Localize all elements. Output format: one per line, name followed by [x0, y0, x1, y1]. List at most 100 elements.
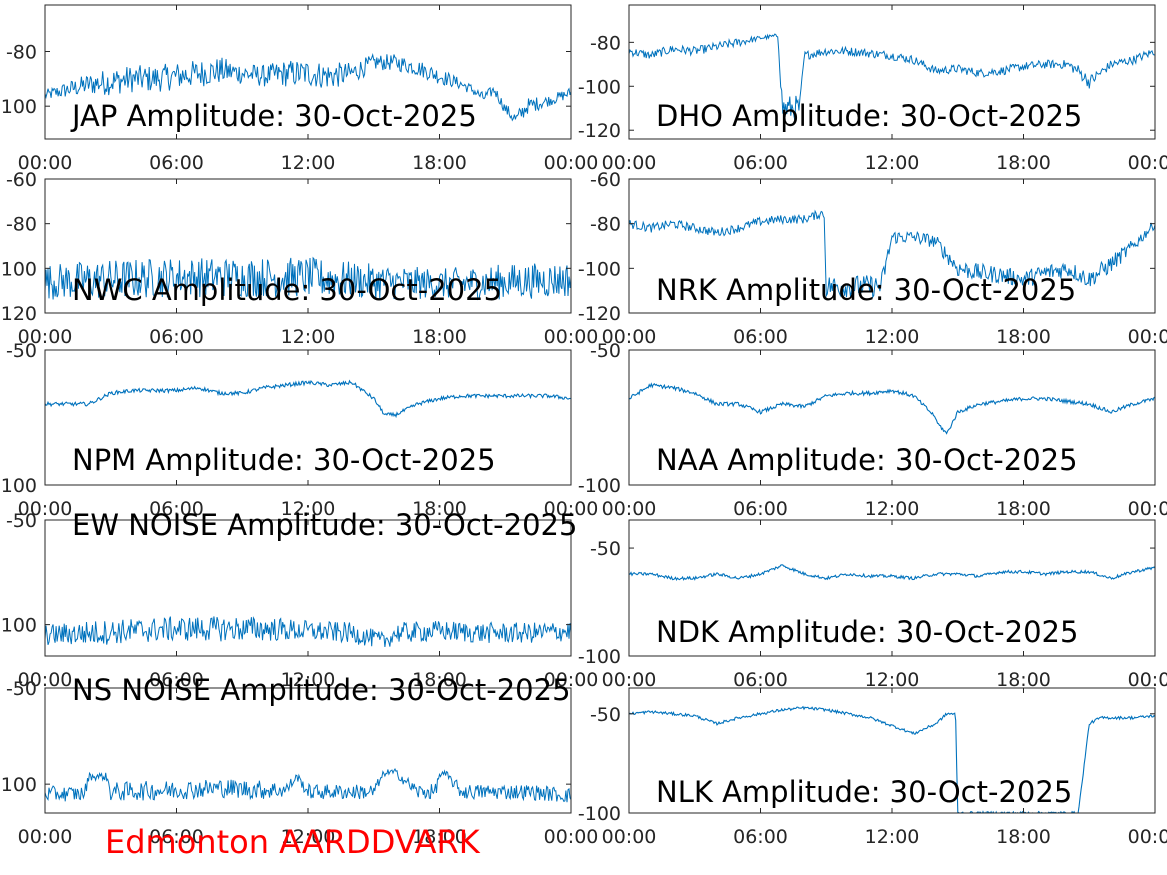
- y-tick-label: -100: [578, 475, 621, 497]
- x-tick-label: 12:00: [865, 326, 920, 348]
- x-tick-label: 12:00: [281, 826, 336, 848]
- y-tick-label: -120: [578, 303, 621, 325]
- x-tick-label: 06:00: [149, 498, 204, 520]
- y-tick-label: -60: [590, 169, 621, 191]
- y-tick-label: 100: [1, 258, 37, 280]
- x-tick-label: 12:00: [865, 498, 920, 520]
- x-tick-label: 00:00: [1128, 826, 1167, 848]
- chart-panel-5: 00:00 06:00 12:00 18:00 00:00 -50 -100 NAA Ampl…: [578, 340, 1167, 520]
- x-tick-label: 00:00: [18, 326, 73, 348]
- series-line: [629, 209, 1155, 299]
- chart-panel-4: 00:00 06:00 12:00 18:00 00:00 -50 100 NPM Ampli…: [1, 340, 599, 520]
- x-tick-label: 18:00: [412, 326, 467, 348]
- series-5-0: [629, 382, 1155, 435]
- chart-panel-0: 00:00 06:00 12:00 18:00 00:00 -80 100 JAP Ampli…: [1, 4, 599, 174]
- series-line: [45, 616, 571, 647]
- x-tick-label: 18:00: [412, 669, 467, 691]
- chart-title: NS NOISE Amplitude: 30-Oct-2025: [72, 673, 571, 707]
- x-tick-label: 18:00: [996, 498, 1051, 520]
- series-9-0: [629, 705, 1155, 813]
- x-tick-label: 00:00: [1128, 669, 1167, 691]
- y-tick-label: -100: [578, 803, 621, 825]
- x-tick-label: 00:00: [1128, 152, 1167, 174]
- y-tick-label: -100: [578, 76, 621, 98]
- chart-panel-6: 00:00 06:00 12:00 18:00 00:00 -50 100 EW NOISE …: [1, 508, 599, 691]
- x-tick-label: 00:00: [602, 826, 657, 848]
- series-3-0: [629, 209, 1155, 299]
- x-tick-label: 00:00: [602, 498, 657, 520]
- y-tick-label: 100: [1, 96, 37, 118]
- x-tick-label: 18:00: [996, 669, 1051, 691]
- chart-title: EW NOISE Amplitude: 30-Oct-2025: [72, 508, 577, 542]
- x-tick-label: 00:00: [18, 826, 73, 848]
- x-tick-label: 00:00: [18, 669, 73, 691]
- y-tick-label: -50: [590, 704, 621, 726]
- x-tick-label: 00:00: [1128, 498, 1167, 520]
- x-tick-label: 00:00: [544, 669, 599, 691]
- x-tick-label: 06:00: [149, 669, 204, 691]
- chart-panel-9: 00:00 06:00 12:00 18:00 00:00 -50 -100 NLK Ampl…: [578, 687, 1167, 848]
- chart-title: NPM Amplitude: 30-Oct-2025: [72, 443, 496, 477]
- x-tick-label: 00:00: [18, 498, 73, 520]
- series-line: [45, 256, 571, 301]
- chart-title: NAA Amplitude: 30-Oct-2025: [656, 443, 1078, 477]
- y-tick-label: -100: [578, 646, 621, 668]
- x-tick-label: 06:00: [149, 152, 204, 174]
- x-tick-label: 00:00: [18, 152, 73, 174]
- y-tick-label: 120: [1, 303, 37, 325]
- x-tick-label: 00:00: [602, 152, 657, 174]
- x-tick-label: 12:00: [865, 669, 920, 691]
- x-tick-label: 12:00: [281, 152, 336, 174]
- y-tick-label: 100: [1, 475, 37, 497]
- x-tick-label: 18:00: [996, 152, 1051, 174]
- chart-panel-3: 00:00 06:00 12:00 18:00 00:00 -60 -80 -100 -120 N…: [578, 169, 1167, 348]
- y-tick-label: 100: [1, 774, 37, 796]
- x-tick-label: 06:00: [733, 152, 788, 174]
- x-tick-label: 18:00: [996, 826, 1051, 848]
- x-tick-label: 00:00: [544, 326, 599, 348]
- chart-panel-7: 00:00 06:00 12:00 18:00 00:00 -50 -100 NDK Ampl…: [578, 519, 1167, 691]
- y-tick-label: -50: [6, 340, 37, 362]
- x-tick-label: 12:00: [281, 669, 336, 691]
- series-line: [629, 33, 1155, 121]
- series-8-0: [45, 767, 571, 803]
- chart-panel-8: 00:00 06:00 12:00 18:00 00:00 -50 100 NS NOISE …: [1, 673, 599, 848]
- x-tick-label: 00:00: [602, 326, 657, 348]
- y-tick-label: -100: [578, 258, 621, 280]
- chart-title: DHO Amplitude: 30-Oct-2025: [656, 99, 1082, 133]
- series-line: [45, 767, 571, 803]
- series-6-0: [45, 616, 571, 647]
- x-tick-label: 12:00: [281, 326, 336, 348]
- x-tick-label: 00:00: [544, 826, 599, 848]
- y-tick-label: -80: [590, 214, 621, 236]
- chart-title: NWC Amplitude: 30-Oct-2025: [72, 273, 502, 307]
- series-1-0: [629, 33, 1155, 121]
- chart-panel-1: 00:00 06:00 12:00 18:00 00:00 -80 -100 -120 DHO …: [578, 4, 1167, 174]
- x-tick-label: 06:00: [733, 826, 788, 848]
- x-tick-label: 12:00: [281, 498, 336, 520]
- chart-title: NDK Amplitude: 30-Oct-2025: [656, 615, 1078, 649]
- y-tick-label: -50: [6, 678, 37, 700]
- series-line: [629, 564, 1155, 581]
- station-footer: Edmonton AARDDVARK: [105, 823, 480, 861]
- y-tick-label: -60: [6, 169, 37, 191]
- chart-title: JAP Amplitude: 30-Oct-2025: [70, 99, 477, 133]
- y-tick-label: -50: [590, 538, 621, 560]
- x-tick-label: 12:00: [865, 826, 920, 848]
- series-4-0: [45, 379, 571, 419]
- x-tick-label: 18:00: [412, 152, 467, 174]
- x-tick-label: 06:00: [733, 669, 788, 691]
- x-tick-label: 12:00: [865, 152, 920, 174]
- y-tick-label: -50: [590, 340, 621, 362]
- x-tick-label: 00:00: [544, 152, 599, 174]
- x-tick-label: 00:00: [602, 669, 657, 691]
- y-tick-label: -80: [6, 41, 37, 63]
- chart-panel-2: 00:00 06:00 12:00 18:00 00:00 -60 -80 100 120 NWC…: [1, 169, 599, 348]
- x-tick-label: 06:00: [149, 826, 204, 848]
- chart-title: NLK Amplitude: 30-Oct-2025: [656, 775, 1072, 809]
- series-line: [45, 379, 571, 419]
- y-tick-label: 100: [1, 615, 37, 637]
- y-tick-label: -120: [578, 120, 621, 142]
- x-tick-label: 18:00: [412, 498, 467, 520]
